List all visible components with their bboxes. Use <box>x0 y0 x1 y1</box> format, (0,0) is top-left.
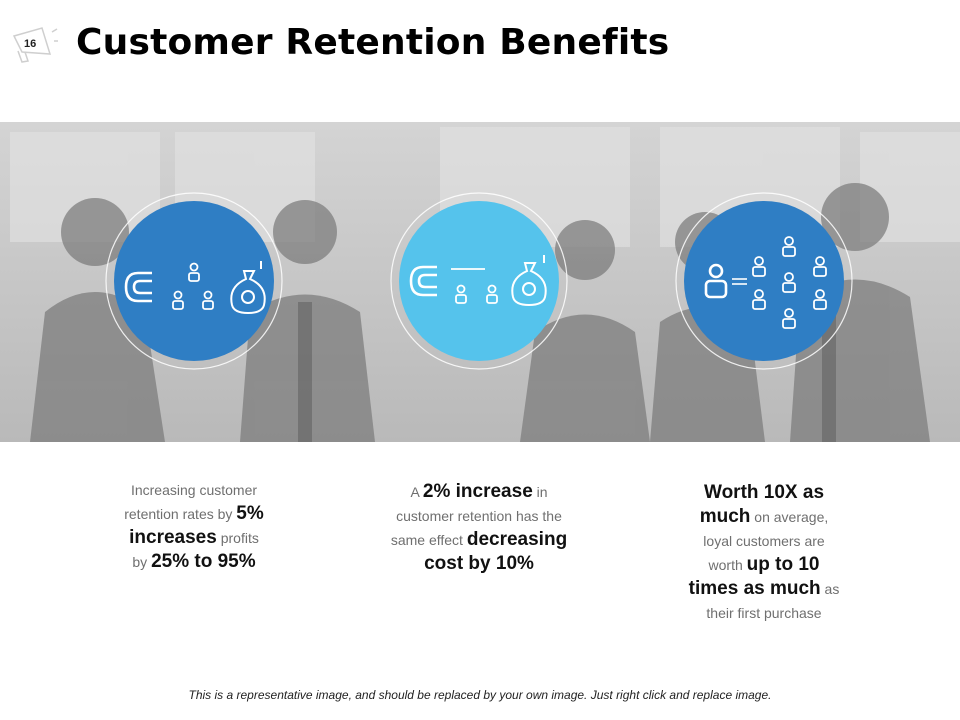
megaphone-icon <box>12 27 58 63</box>
benefit-text-2: A 2% increase in customer retention has … <box>365 480 593 576</box>
text-3-line: as <box>820 581 840 597</box>
magnet-icon <box>409 265 437 297</box>
text-2-highlight: decreasing <box>466 529 568 550</box>
text-2-highlight: cost by 10% <box>424 553 534 574</box>
text-2-line: A <box>410 484 423 500</box>
people-icon <box>455 284 498 304</box>
slide-title: Customer Retention Benefits <box>76 22 670 63</box>
text-3-line: on average, <box>750 509 829 525</box>
text-3-line: their first purchase <box>706 605 822 621</box>
benefit-text-1: Increasing customer retention rates by 5… <box>94 478 294 574</box>
magnet-icon <box>124 271 152 303</box>
text-1-line: retention rates by <box>124 506 237 522</box>
text-2-line: customer retention has the <box>396 508 562 524</box>
benefit-circle-3 <box>674 191 854 371</box>
benefit-text-3: Worth 10X as much on average, loyal cust… <box>654 481 874 625</box>
money-bag-icon <box>511 255 547 307</box>
text-1-highlight: 25% to 95% <box>151 551 256 572</box>
benefit-circle-2 <box>389 191 569 371</box>
slide-number-badge: 16 <box>8 24 58 64</box>
text-3-line: loyal customers are <box>703 533 825 549</box>
footer-note: This is a representative image, and shou… <box>188 688 772 702</box>
user-icon <box>704 263 728 299</box>
text-3-highlight: Worth 10X as <box>703 482 825 503</box>
text-3-line: worth <box>708 557 747 573</box>
text-2-highlight: 2% increase <box>422 481 533 502</box>
text-2-line: in <box>532 484 548 500</box>
text-3-highlight: much <box>699 506 751 527</box>
slide-number: 16 <box>24 38 37 50</box>
text-1-highlight: 5% <box>236 503 264 524</box>
text-1-line: profits <box>216 530 259 546</box>
text-1-line: Increasing customer <box>130 482 258 498</box>
people-icon <box>172 262 214 310</box>
money-bag-icon <box>230 261 266 315</box>
text-2-line: same effect <box>390 532 467 548</box>
text-3-highlight: times as much <box>688 578 821 599</box>
text-3-highlight: up to 10 <box>746 554 820 575</box>
text-1-highlight: increases <box>129 527 217 548</box>
text-1-line: by <box>132 554 152 570</box>
benefit-circle-1 <box>104 191 284 371</box>
people-group-icon <box>752 236 827 329</box>
